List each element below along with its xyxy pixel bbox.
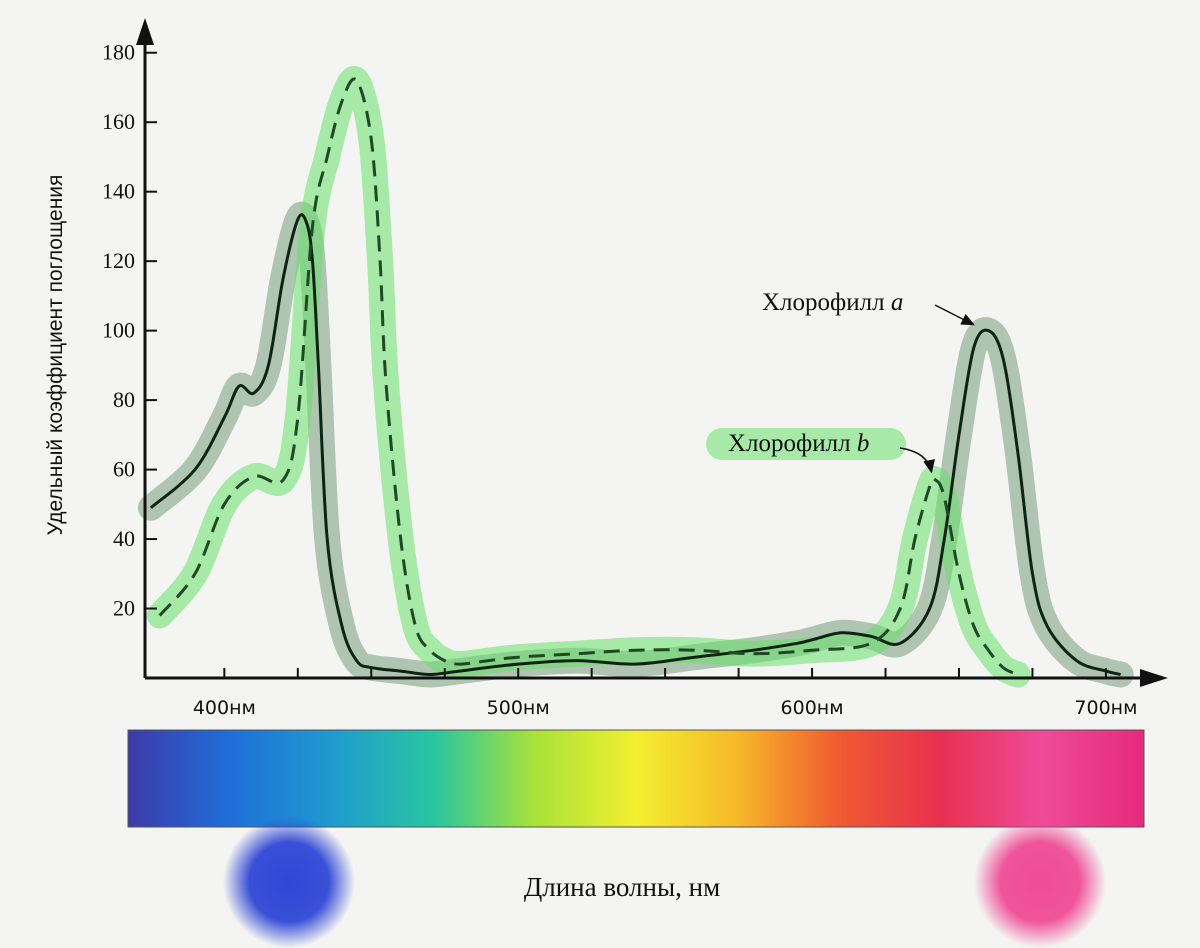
x-axis-arrow: [1140, 669, 1168, 687]
spectrum-bar: [127, 729, 1145, 828]
y-tick-label: 180: [102, 40, 135, 65]
highlight-layer: [137, 66, 1134, 688]
y-axis-label: Удельный коэффициент поглощения: [44, 175, 67, 536]
series-highlight: [146, 66, 1031, 688]
x-axis-label: Длина волны, нм: [524, 872, 720, 902]
x-tick-label: 400нм: [193, 697, 256, 719]
y-tick-label: 160: [102, 109, 135, 134]
y-ticks: 20 40 60 80 100 120 140 160 180: [102, 40, 157, 621]
annotation-a-arrow: [934, 304, 975, 326]
y-tick-label: 20: [113, 596, 135, 621]
series-layer: [149, 77, 1121, 676]
annotation-chlorophyll-b: Хлорофилл b: [728, 430, 936, 474]
annotation-b-highlight: [706, 428, 906, 460]
y-tick-label: 140: [102, 179, 135, 204]
annotation-a-label: Хлорофилл a: [762, 289, 903, 316]
x-ticks: 400нм 500нм 600нм 700нм: [193, 668, 1137, 719]
y-axis-arrow: [136, 18, 154, 45]
pink-light-circle: [974, 816, 1106, 948]
annotation-chlorophyll-a: Хлорофилл a: [762, 289, 975, 326]
series-line-chlorophyll-b: [158, 77, 1019, 676]
x-tick-label: 700нм: [1074, 697, 1137, 719]
series-line-chlorophyll-a: [149, 213, 1121, 676]
y-tick-label: 60: [113, 457, 135, 482]
annotation-b-label: Хлорофилл b: [728, 430, 869, 457]
blue-light-circle: [223, 816, 355, 948]
y-tick-label: 100: [102, 318, 135, 343]
x-tick-label: 600нм: [781, 697, 844, 719]
y-tick-label: 120: [102, 248, 135, 273]
y-tick-label: 40: [113, 526, 135, 551]
y-tick-label: 80: [113, 387, 135, 412]
x-tick-label: 500нм: [487, 697, 550, 719]
annotation-b-arrow: [899, 447, 936, 474]
axes: [136, 18, 1168, 687]
